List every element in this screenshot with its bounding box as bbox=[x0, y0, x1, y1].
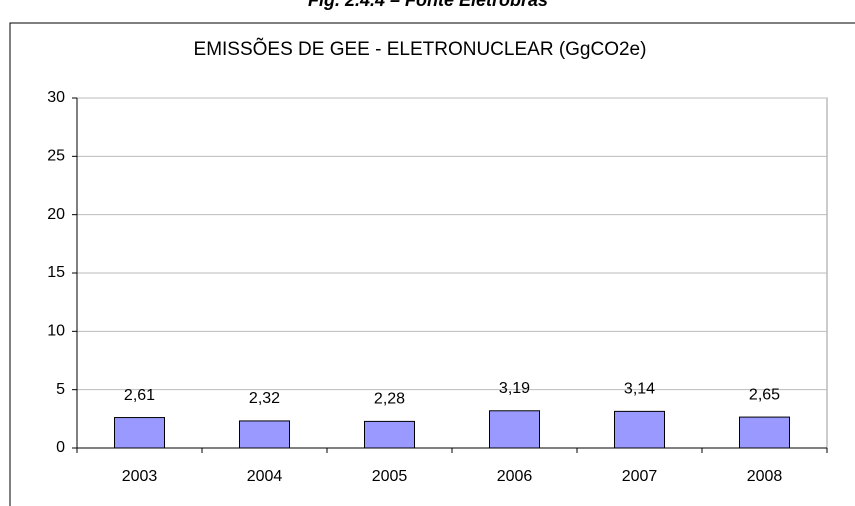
chart-border bbox=[9, 22, 855, 506]
x-tick-label: 2004 bbox=[247, 468, 283, 485]
bar bbox=[114, 417, 165, 449]
y-tick-label: 5 bbox=[56, 381, 65, 398]
value-label: 2,65 bbox=[749, 386, 780, 403]
x-tick-label: 2005 bbox=[372, 468, 408, 485]
y-tick-label: 15 bbox=[47, 264, 65, 281]
x-tick-label: 2006 bbox=[497, 468, 533, 485]
y-tick-label: 20 bbox=[47, 206, 65, 223]
x-tick-label: 2007 bbox=[622, 468, 658, 485]
bar bbox=[239, 420, 290, 449]
y-tick-label: 0 bbox=[56, 439, 65, 456]
y-tick-label: 10 bbox=[47, 323, 65, 340]
value-label: 2,32 bbox=[249, 390, 280, 407]
bar bbox=[364, 420, 415, 449]
x-tick-label: 2003 bbox=[122, 468, 158, 485]
bar bbox=[489, 410, 540, 449]
value-label: 3,14 bbox=[624, 381, 655, 398]
chart-title: EMISSÕES DE GEE - ELETRONUCLEAR (GgCO2e) bbox=[194, 38, 647, 60]
value-label: 2,28 bbox=[374, 391, 405, 408]
value-label: 2,61 bbox=[124, 387, 155, 404]
y-tick-label: 25 bbox=[47, 148, 65, 165]
figure-caption: Fig. 2.4.4 – Fonte Eletrobrás bbox=[308, 0, 548, 10]
bar bbox=[614, 410, 665, 449]
value-label: 3,19 bbox=[499, 380, 530, 397]
x-tick-label: 2008 bbox=[747, 468, 783, 485]
y-tick-label: 30 bbox=[47, 89, 65, 106]
bar bbox=[739, 416, 790, 449]
